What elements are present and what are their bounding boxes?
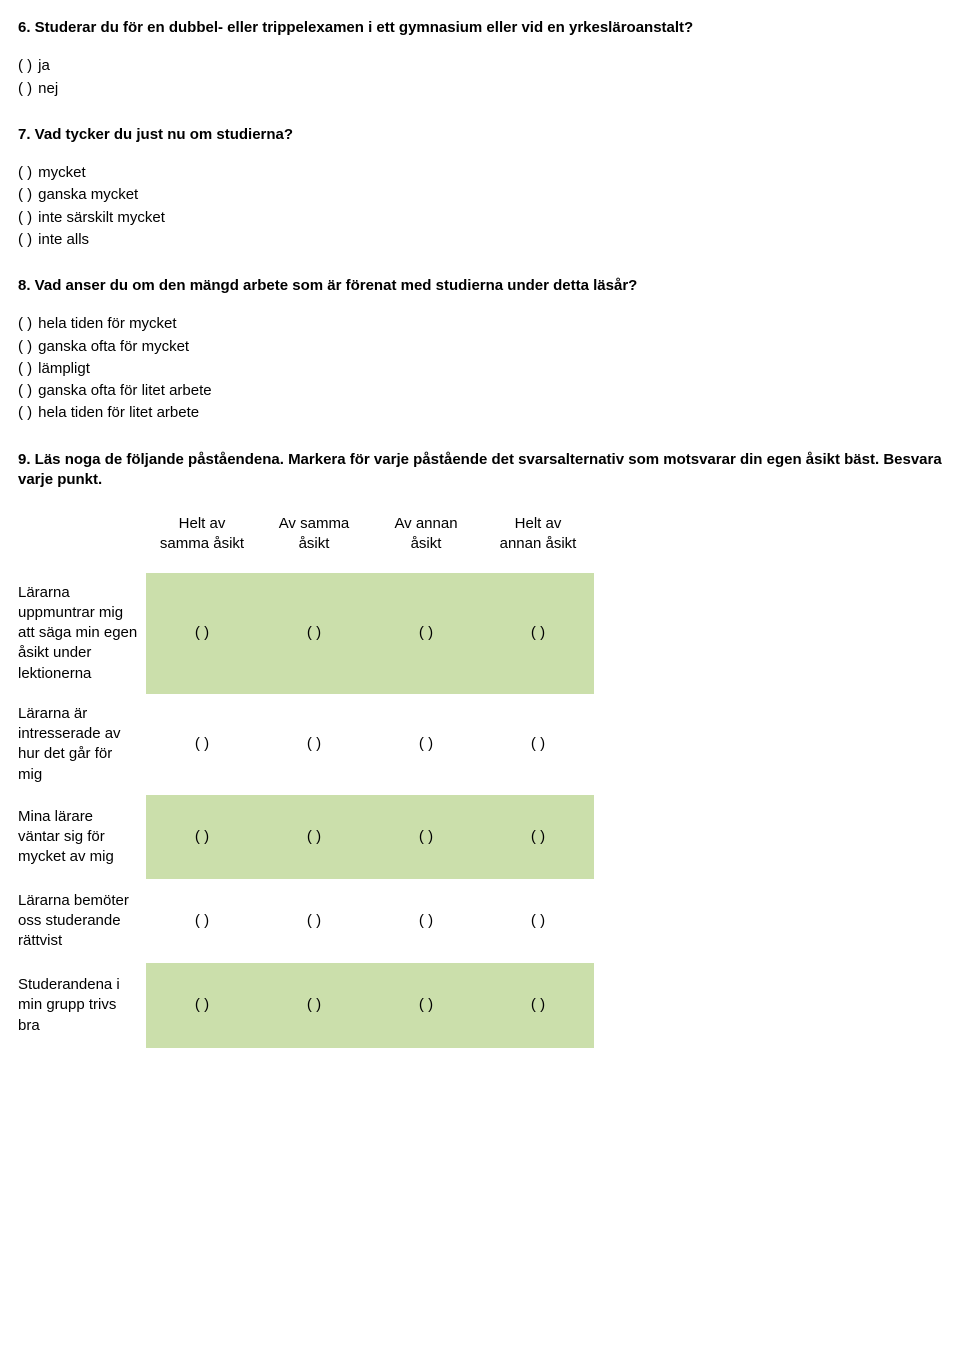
matrix-cell[interactable]: ( ) <box>370 573 482 694</box>
matrix-cell[interactable]: ( ) <box>258 963 370 1047</box>
option-label: nej <box>38 80 58 97</box>
q7-options: ( ) mycket ( ) ganska mycket ( ) inte särsk… <box>18 163 960 250</box>
matrix-cell[interactable]: ( ) <box>258 573 370 694</box>
radio-marker: ( ) <box>18 338 32 355</box>
matrix-cell[interactable]: ( ) <box>370 963 482 1047</box>
option-label: ganska ofta för litet arbete <box>38 382 211 399</box>
radio-marker: ( ) <box>18 80 32 97</box>
matrix-cell[interactable]: ( ) <box>482 573 594 694</box>
q6-title: 6. Studerar du för en dubbel- eller trip… <box>18 18 960 38</box>
matrix-cell[interactable]: ( ) <box>146 795 258 879</box>
matrix-row-label: Mina lärare väntar sig för mycket av mig <box>18 795 146 879</box>
q8-title: 8. Vad anser du om den mängd arbete som … <box>18 276 960 296</box>
radio-marker: ( ) <box>18 315 32 332</box>
matrix-row: Lärarna är intresserade av hur det går f… <box>18 694 594 795</box>
radio-marker: ( ) <box>18 186 32 203</box>
option-label: inte alls <box>38 231 89 248</box>
q7-option[interactable]: ( ) inte alls <box>18 230 960 250</box>
matrix-cell[interactable]: ( ) <box>146 694 258 795</box>
matrix-cell[interactable]: ( ) <box>258 795 370 879</box>
q8-option[interactable]: ( ) ganska ofta för mycket <box>18 337 960 357</box>
option-label: hela tiden för litet arbete <box>38 404 199 421</box>
matrix-row-label: Studerandena i min grupp trivs bra <box>18 963 146 1047</box>
radio-marker: ( ) <box>18 209 32 226</box>
matrix-cell[interactable]: ( ) <box>146 879 258 963</box>
option-label: lämpligt <box>38 360 90 377</box>
option-label: ganska ofta för mycket <box>38 338 189 355</box>
radio-marker: ( ) <box>18 382 32 399</box>
matrix-header-row: Helt av samma åsikt Av samma åsikt Av an… <box>18 508 594 573</box>
option-label: ganska mycket <box>38 186 138 203</box>
radio-marker: ( ) <box>18 57 32 74</box>
matrix-col-header: Av samma åsikt <box>258 508 370 573</box>
q8-option[interactable]: ( ) lämpligt <box>18 359 960 379</box>
matrix-cell[interactable]: ( ) <box>482 795 594 879</box>
q6-options: ( ) ja ( ) nej <box>18 56 960 99</box>
matrix-row: Mina lärare väntar sig för mycket av mig… <box>18 795 594 879</box>
q6-option[interactable]: ( ) ja <box>18 56 960 76</box>
option-label: hela tiden för mycket <box>38 315 176 332</box>
matrix-col-header: Av annan åsikt <box>370 508 482 573</box>
matrix-col-header: Helt av samma åsikt <box>146 508 258 573</box>
matrix-cell[interactable]: ( ) <box>482 879 594 963</box>
q7-option[interactable]: ( ) inte särskilt mycket <box>18 208 960 228</box>
option-label: ja <box>38 57 50 74</box>
matrix-cell[interactable]: ( ) <box>370 879 482 963</box>
matrix-row: Studerandena i min grupp trivs bra ( ) (… <box>18 963 594 1047</box>
q9-matrix: Helt av samma åsikt Av samma åsikt Av an… <box>18 508 594 1048</box>
matrix-cell[interactable]: ( ) <box>370 694 482 795</box>
matrix-row-label: Lärarna bemöter oss studerande rättvist <box>18 879 146 963</box>
radio-marker: ( ) <box>18 164 32 181</box>
matrix-cell[interactable]: ( ) <box>370 795 482 879</box>
option-label: inte särskilt mycket <box>38 209 165 226</box>
q7-title: 7. Vad tycker du just nu om studierna? <box>18 125 960 145</box>
matrix-col-header: Helt av annan åsikt <box>482 508 594 573</box>
matrix-row: Lärarna uppmuntrar mig att säga min egen… <box>18 573 594 694</box>
q8-option[interactable]: ( ) ganska ofta för litet arbete <box>18 381 960 401</box>
matrix-row: Lärarna bemöter oss studerande rättvist … <box>18 879 594 963</box>
q6-option[interactable]: ( ) nej <box>18 79 960 99</box>
matrix-cell[interactable]: ( ) <box>258 694 370 795</box>
q9-title: 9. Läs noga de följande påståendena. Mar… <box>18 450 960 491</box>
q7-option[interactable]: ( ) mycket <box>18 163 960 183</box>
matrix-cell[interactable]: ( ) <box>258 879 370 963</box>
q7-option[interactable]: ( ) ganska mycket <box>18 185 960 205</box>
matrix-row-label: Lärarna uppmuntrar mig att säga min egen… <box>18 573 146 694</box>
q8-option[interactable]: ( ) hela tiden för mycket <box>18 314 960 334</box>
option-label: mycket <box>38 164 86 181</box>
matrix-row-label: Lärarna är intresserade av hur det går f… <box>18 694 146 795</box>
matrix-cell[interactable]: ( ) <box>146 573 258 694</box>
matrix-cell[interactable]: ( ) <box>482 963 594 1047</box>
q8-option[interactable]: ( ) hela tiden för litet arbete <box>18 403 960 423</box>
radio-marker: ( ) <box>18 360 32 377</box>
matrix-cell[interactable]: ( ) <box>146 963 258 1047</box>
q8-options: ( ) hela tiden för mycket ( ) ganska ofta … <box>18 314 960 423</box>
matrix-corner <box>18 508 146 573</box>
matrix-cell[interactable]: ( ) <box>482 694 594 795</box>
radio-marker: ( ) <box>18 404 32 421</box>
radio-marker: ( ) <box>18 231 32 248</box>
